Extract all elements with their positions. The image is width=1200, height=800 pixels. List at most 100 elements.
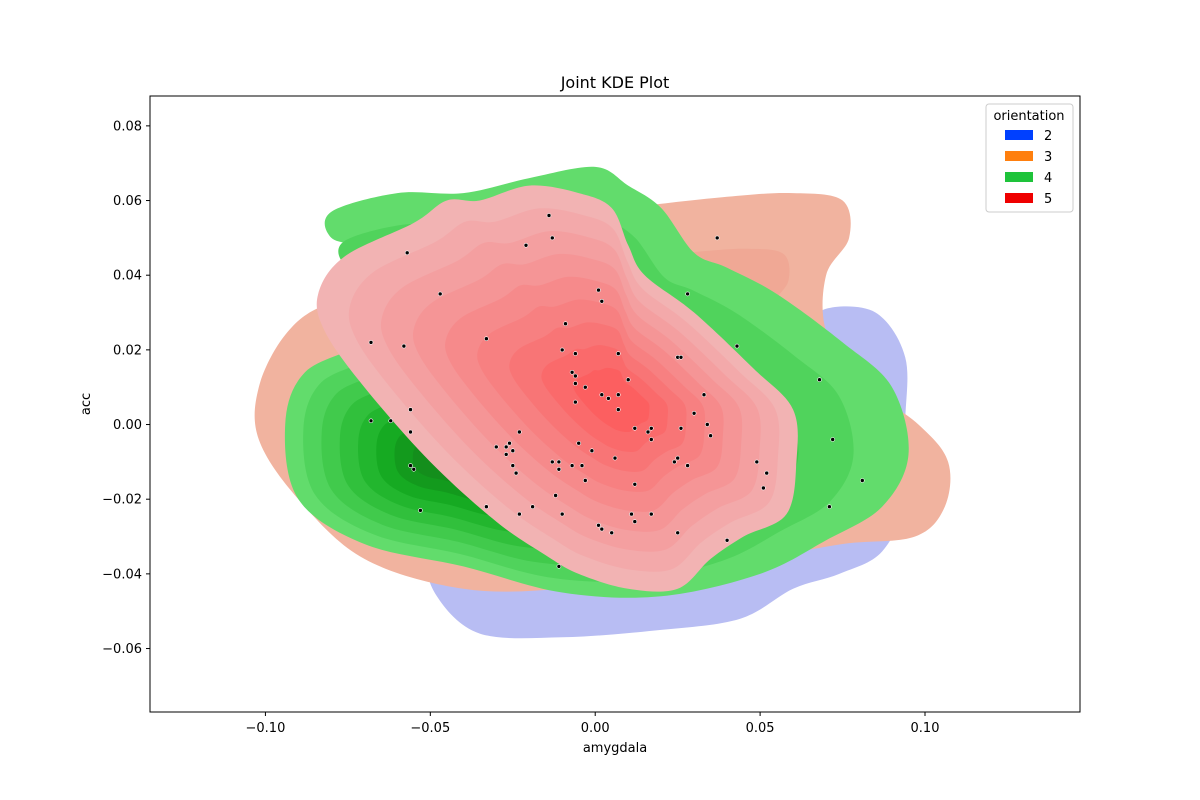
legend-swatch-2 bbox=[1005, 130, 1033, 140]
data-point bbox=[388, 418, 394, 424]
data-point bbox=[615, 351, 621, 356]
kde-density-layers bbox=[254, 166, 951, 639]
data-point bbox=[596, 522, 601, 528]
data-point bbox=[503, 444, 509, 450]
kde-level-5-9 bbox=[573, 367, 650, 433]
data-point bbox=[484, 504, 489, 510]
data-point bbox=[553, 493, 558, 498]
data-point bbox=[408, 463, 413, 468]
y-axis-label: acc bbox=[79, 393, 94, 415]
data-point bbox=[685, 463, 690, 468]
data-point bbox=[368, 418, 374, 424]
data-point bbox=[563, 321, 568, 327]
data-point bbox=[573, 399, 578, 405]
data-point bbox=[549, 235, 555, 241]
data-point bbox=[418, 508, 423, 513]
data-point bbox=[573, 351, 578, 356]
data-point bbox=[734, 343, 740, 349]
data-point bbox=[817, 377, 822, 383]
x-axis: −0.10 −0.05 0.00 0.05 0.10 bbox=[246, 712, 940, 736]
data-point bbox=[675, 455, 681, 461]
y-tick-label: 0.06 bbox=[113, 194, 142, 209]
y-tick-label: 0.08 bbox=[113, 119, 142, 134]
data-point bbox=[678, 425, 684, 431]
data-point bbox=[513, 470, 519, 476]
data-point bbox=[401, 343, 407, 349]
x-tick-label: 0.10 bbox=[911, 721, 940, 736]
kde-series-5 bbox=[316, 185, 798, 592]
data-point bbox=[569, 369, 575, 375]
data-point bbox=[629, 511, 634, 517]
chart-title: Joint KDE Plot bbox=[560, 73, 670, 92]
legend-swatch-5 bbox=[1005, 193, 1033, 203]
x-tick-label: 0.05 bbox=[746, 721, 775, 736]
data-point bbox=[582, 384, 588, 390]
data-point bbox=[704, 422, 710, 427]
data-point bbox=[579, 463, 585, 468]
data-point bbox=[556, 564, 562, 569]
data-point bbox=[645, 429, 651, 435]
data-point bbox=[493, 444, 499, 450]
data-point bbox=[510, 448, 516, 454]
data-point bbox=[368, 340, 374, 345]
data-point bbox=[408, 407, 413, 412]
data-point bbox=[632, 481, 638, 487]
data-point bbox=[559, 511, 565, 517]
data-point bbox=[517, 429, 522, 435]
data-point bbox=[606, 396, 611, 401]
legend: orientation 2 3 4 5 bbox=[985, 103, 1074, 213]
data-point bbox=[589, 448, 595, 454]
data-point bbox=[675, 530, 681, 536]
data-point bbox=[530, 504, 535, 510]
data-point bbox=[761, 485, 766, 491]
legend-label-5: 5 bbox=[1044, 192, 1052, 207]
data-point bbox=[724, 537, 730, 543]
x-axis-label: amygdala bbox=[583, 741, 647, 756]
data-point bbox=[648, 511, 654, 517]
data-point bbox=[510, 463, 516, 468]
data-point bbox=[685, 291, 690, 297]
data-point bbox=[625, 377, 631, 383]
data-point bbox=[708, 433, 713, 439]
data-point bbox=[648, 425, 654, 431]
data-point bbox=[546, 213, 552, 218]
data-point bbox=[599, 526, 605, 532]
data-point bbox=[830, 437, 836, 442]
legend-label-4: 4 bbox=[1044, 171, 1052, 186]
legend-label-3: 3 bbox=[1044, 150, 1052, 165]
data-point bbox=[701, 392, 707, 398]
plot-frame bbox=[149, 95, 1081, 713]
data-point bbox=[599, 392, 605, 398]
y-tick-label: 0.02 bbox=[113, 343, 142, 358]
data-point bbox=[507, 440, 512, 446]
x-tick-label: −0.05 bbox=[410, 721, 450, 736]
data-point bbox=[632, 425, 638, 431]
data-point bbox=[615, 407, 621, 412]
data-point bbox=[556, 466, 562, 472]
data-point bbox=[408, 429, 413, 435]
data-point bbox=[556, 459, 562, 465]
data-point bbox=[404, 250, 410, 256]
data-point bbox=[714, 235, 720, 241]
legend-label-2: 2 bbox=[1044, 129, 1052, 144]
data-point bbox=[411, 466, 417, 472]
data-point bbox=[599, 298, 605, 304]
data-point bbox=[827, 504, 832, 510]
legend-title: orientation bbox=[993, 109, 1064, 124]
y-tick-label: −0.04 bbox=[102, 567, 142, 582]
data-point bbox=[549, 459, 555, 465]
legend-swatch-4 bbox=[1005, 172, 1033, 182]
data-point bbox=[582, 478, 588, 483]
data-point bbox=[569, 463, 575, 468]
scatter-points bbox=[368, 213, 865, 569]
legend-swatch-3 bbox=[1005, 151, 1033, 161]
data-point bbox=[484, 336, 489, 342]
data-point bbox=[764, 470, 770, 476]
data-point bbox=[672, 459, 677, 465]
data-point bbox=[754, 459, 760, 465]
data-point bbox=[609, 530, 615, 536]
data-point bbox=[678, 354, 684, 360]
x-tick-label: 0.00 bbox=[581, 721, 610, 736]
data-point bbox=[517, 511, 522, 517]
